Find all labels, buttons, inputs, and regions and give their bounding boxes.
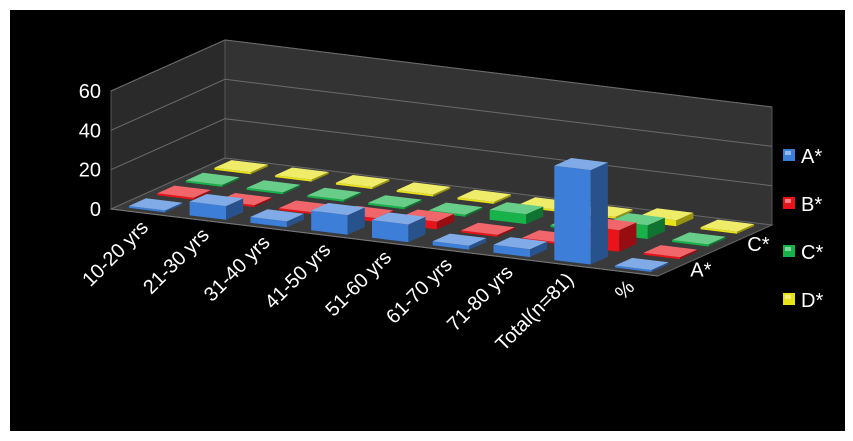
bar-A-5 <box>432 233 487 250</box>
bar-C-3 <box>368 195 422 210</box>
depth-tick-label: C* <box>747 234 769 256</box>
bar-C-2 <box>307 187 361 202</box>
legend-label: C* <box>801 242 823 264</box>
legend-entry: B* <box>783 194 822 216</box>
bar-A-8 <box>615 257 669 272</box>
y-tick-label: 40 <box>79 120 101 142</box>
legend: A* B* C* D* <box>783 146 823 312</box>
bar-C-0 <box>185 172 240 187</box>
bar-D-8 <box>700 219 755 234</box>
legend-entry: C* <box>783 242 823 264</box>
bar-B-5 <box>461 222 515 237</box>
bar-B-8 <box>643 245 698 260</box>
bar-D-3 <box>396 182 451 197</box>
depth-axis-ticks: A* C* <box>690 234 769 282</box>
gridline <box>110 78 773 147</box>
legend-label: D* <box>801 290 823 312</box>
bars <box>128 158 755 272</box>
x-axis-line <box>110 208 659 277</box>
depth-tick-label: A* <box>690 260 711 282</box>
legend-entry: D* <box>783 290 823 312</box>
bar-A-2 <box>250 209 304 228</box>
bar-D-1 <box>275 167 329 182</box>
y-tick-label: 0 <box>90 199 101 221</box>
bar-A-7 <box>554 158 608 265</box>
bar-A-3 <box>311 203 365 235</box>
gridlines <box>110 39 773 277</box>
bar-A-6 <box>493 237 548 258</box>
y-tick-label: 20 <box>79 160 101 182</box>
bar-C-1 <box>246 180 301 195</box>
bar-B-0 <box>157 185 211 200</box>
bar-A-1 <box>189 194 244 220</box>
bar-D-2 <box>335 175 390 189</box>
y-tick-label: 60 <box>79 81 101 103</box>
legend-entry: A* <box>783 146 822 168</box>
legend-label: B* <box>801 194 822 216</box>
bar-D-0 <box>214 160 268 175</box>
bar-A-0 <box>128 198 183 213</box>
bar-C-8 <box>672 232 726 247</box>
y-axis-ticks: 0 20 40 60 <box>79 81 101 221</box>
bar-C-5 <box>489 202 544 225</box>
bar-D-4 <box>457 189 511 204</box>
legend-label: A* <box>801 146 822 168</box>
bar-A-4 <box>372 212 426 243</box>
gridline <box>110 39 773 108</box>
